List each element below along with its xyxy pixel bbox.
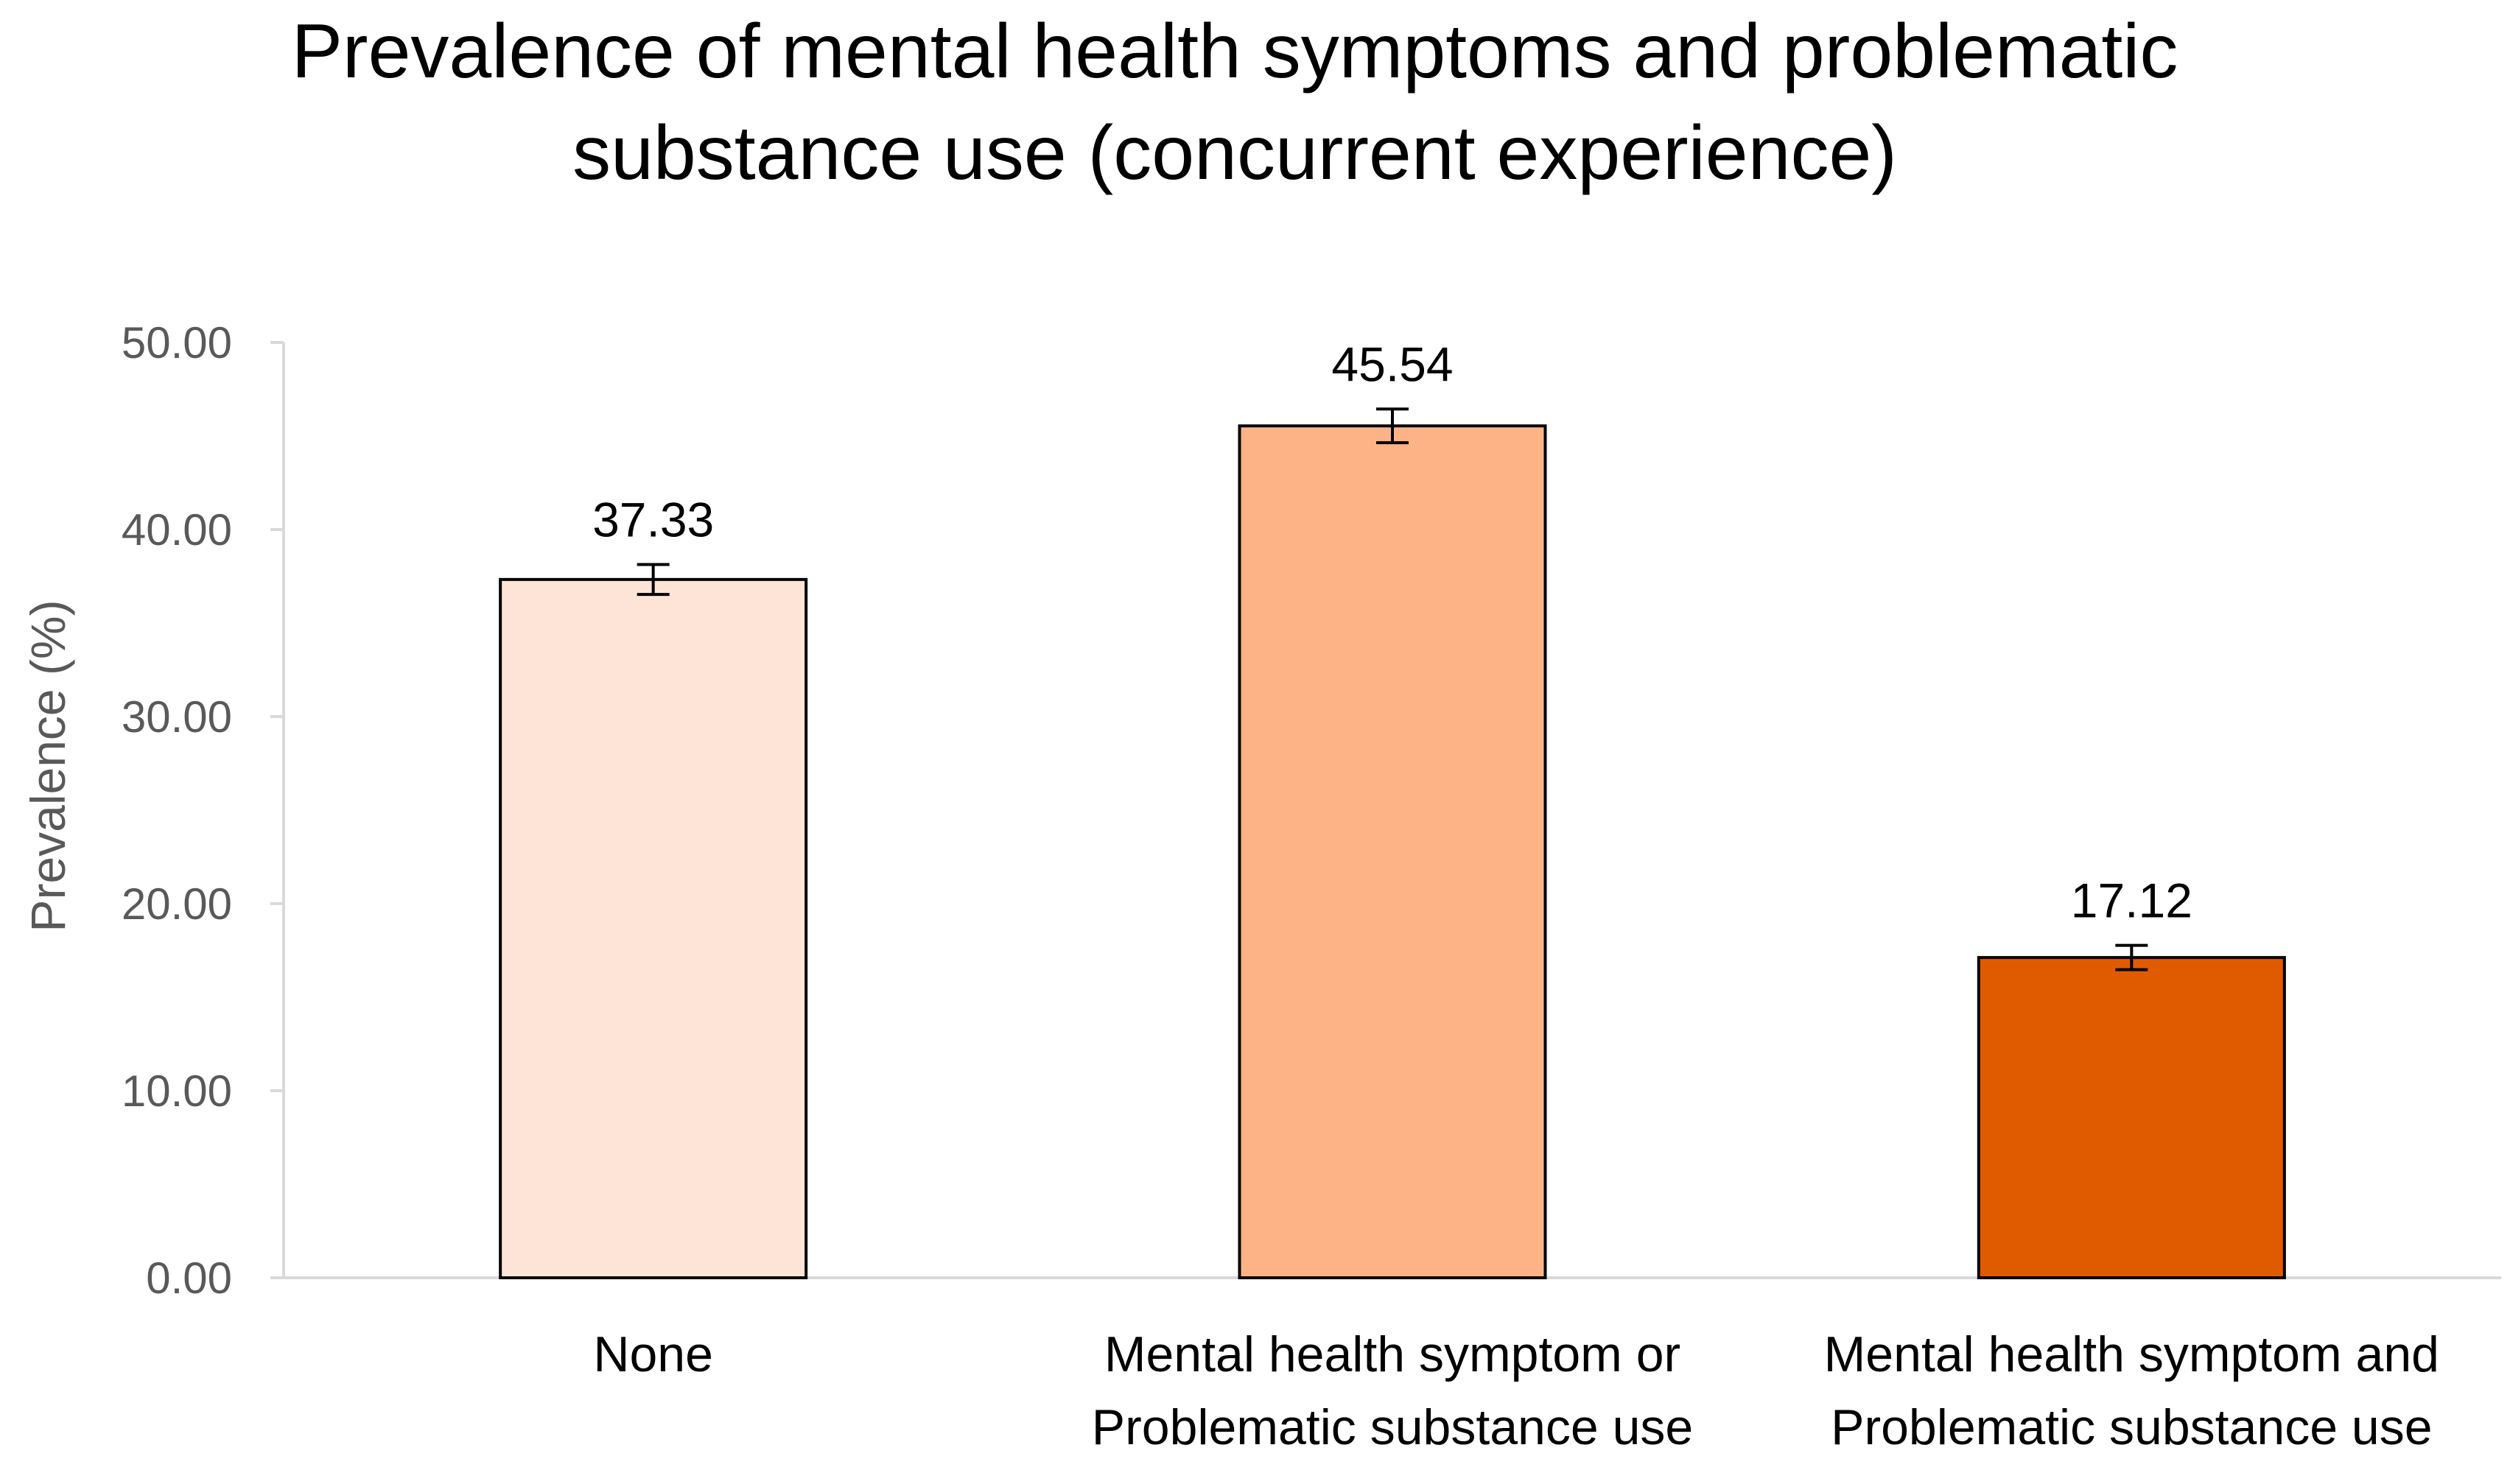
x-category-label: Mental health symptom or <box>1104 1326 1680 1382</box>
y-tick-label: 20.00 <box>122 879 232 929</box>
error-bars <box>637 407 2148 971</box>
y-tick-label: 10.00 <box>122 1066 232 1116</box>
bars <box>499 424 2286 1279</box>
data-label: 17.12 <box>2071 873 2192 928</box>
chart-title-line: Prevalence of mental health symptoms and… <box>292 9 2178 94</box>
bar <box>499 577 808 1279</box>
chart-title-line: substance use (concurrent experience) <box>572 110 1897 196</box>
y-tick-label: 0.00 <box>146 1253 232 1303</box>
y-tick-label: 40.00 <box>122 505 232 555</box>
x-axis-categories: None Mental health symptom or Problematic … <box>593 1326 2439 1455</box>
y-axis-ticks: 0.00 10.00 20.00 30.00 40.00 50.00 <box>122 318 284 1303</box>
x-category-label: Mental health symptom and <box>1824 1326 2439 1382</box>
data-label: 37.33 <box>592 492 714 546</box>
y-axis-label: Prevalence (%) <box>21 599 75 932</box>
y-tick-label: 30.00 <box>122 692 232 742</box>
data-labels: 37.33 45.54 17.12 <box>592 337 2192 927</box>
x-category-label: Problematic substance use <box>1092 1399 1693 1455</box>
x-category-label: Problematic substance use <box>1831 1399 2432 1455</box>
data-label: 45.54 <box>1331 337 1453 391</box>
y-tick-label: 50.00 <box>122 318 232 368</box>
chart-title: Prevalence of mental health symptoms and… <box>292 9 2178 196</box>
bar <box>1977 956 2286 1279</box>
x-category-label: None <box>593 1326 713 1382</box>
bar <box>1238 424 1547 1279</box>
y-axis-title: Prevalence (%) <box>21 599 75 932</box>
